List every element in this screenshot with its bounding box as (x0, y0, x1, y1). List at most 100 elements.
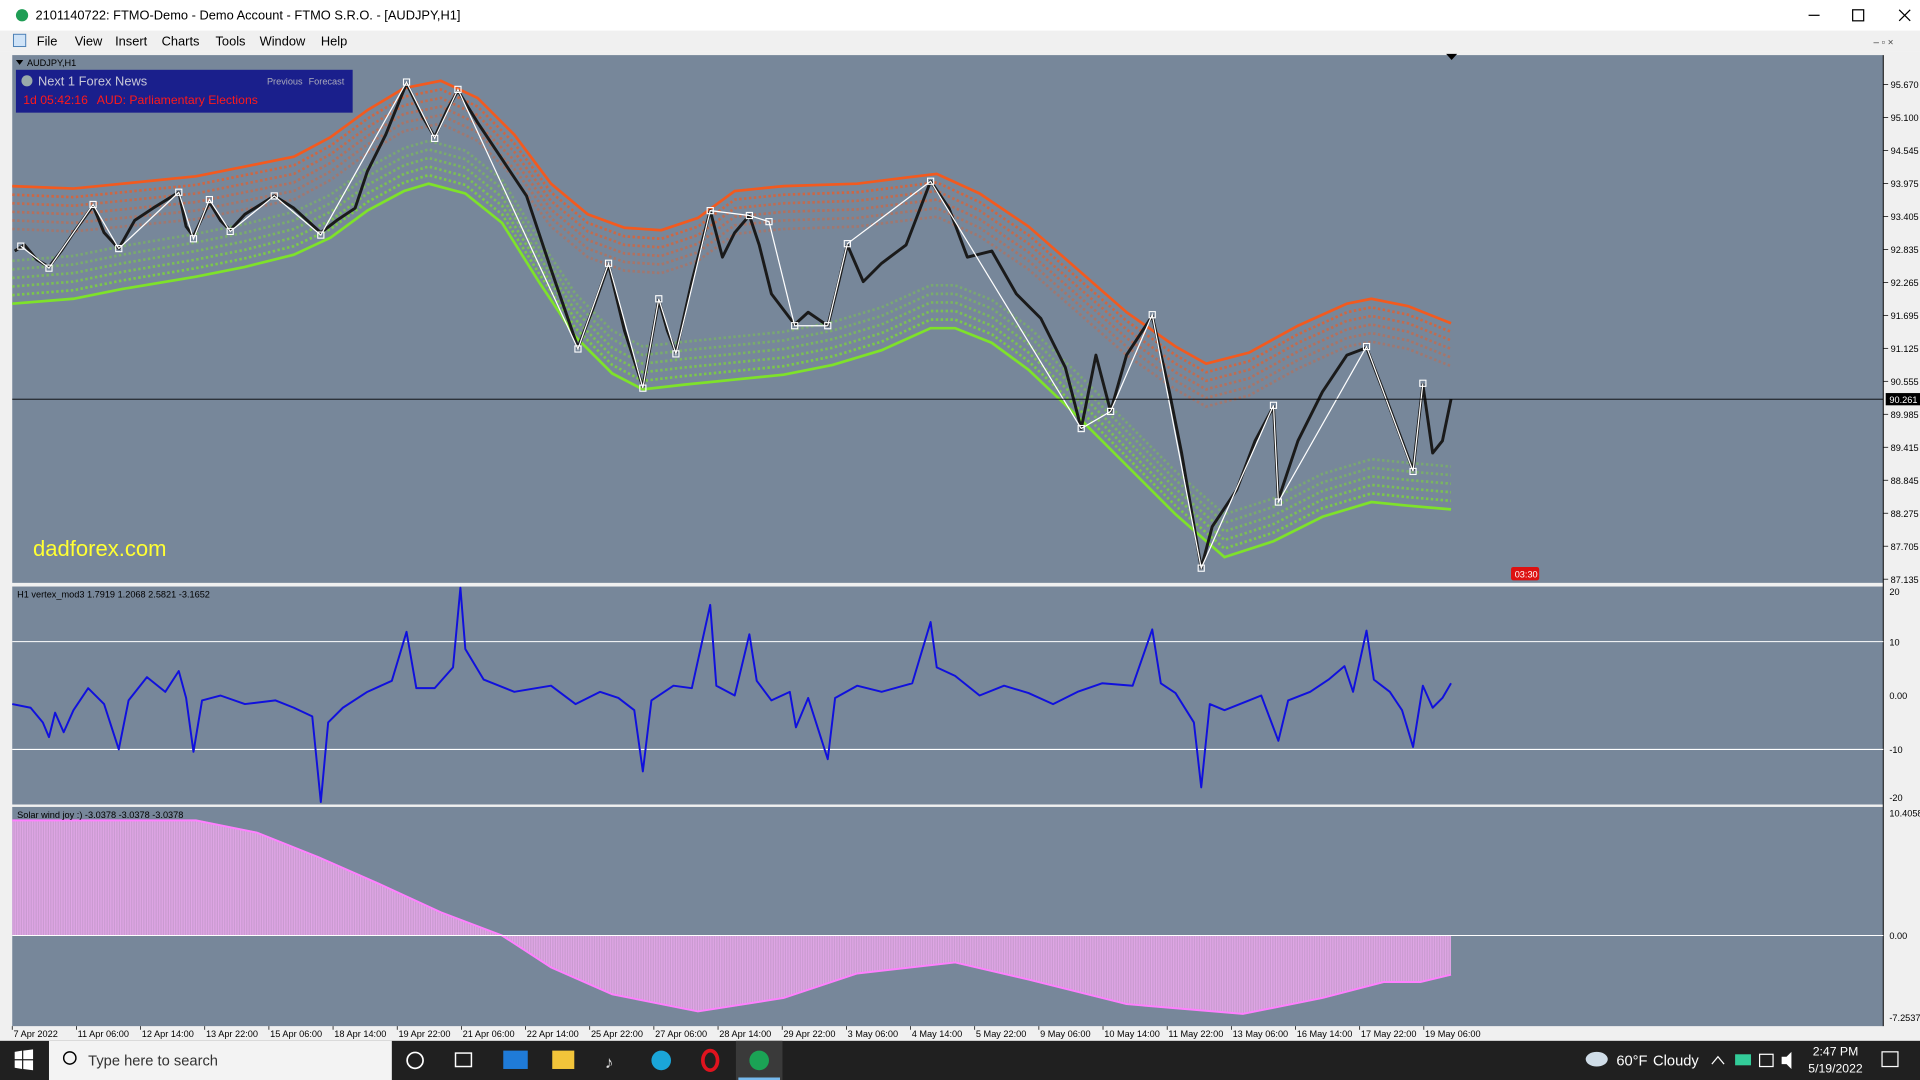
date-label: 4 May 14:00 (912, 1029, 962, 1039)
indicator-tick-label: 0.00 (1889, 931, 1907, 941)
date-label: 27 Apr 06:00 (655, 1029, 707, 1039)
volume-icon[interactable] (1781, 1051, 1792, 1069)
music-icon[interactable]: ♪ (605, 1052, 614, 1072)
date-label: 7 Apr 2022 (13, 1029, 57, 1039)
task-view-icon[interactable] (454, 1052, 473, 1068)
zigzag-marker (402, 78, 411, 86)
news-title: Next 1 Forex News (38, 74, 147, 89)
date-label: 25 Apr 22:00 (591, 1029, 643, 1039)
clock-time[interactable]: 2:47 PM (1813, 1045, 1859, 1059)
price-tick-label: 94.545 (1891, 146, 1919, 156)
temperature: 60°F (1616, 1053, 1647, 1069)
zigzag-marker (927, 177, 935, 185)
zigzag-marker (205, 195, 213, 204)
date-label: 21 Apr 06:00 (463, 1029, 515, 1039)
mail-icon[interactable] (503, 1050, 528, 1069)
price-tick-label: 87.135 (1891, 575, 1919, 585)
date-label: 18 Apr 14:00 (334, 1029, 386, 1039)
vertex-line (12, 586, 1452, 804)
menu-item[interactable]: Help (321, 33, 347, 48)
price-tick-label: 93.975 (1891, 179, 1919, 189)
price-axis (1883, 55, 1920, 1027)
date-label: 11 Apr 06:00 (78, 1029, 129, 1039)
zigzag-marker (1107, 407, 1115, 416)
tray-icon[interactable] (1735, 1054, 1752, 1066)
date-label: 19 May 06:00 (1425, 1029, 1481, 1039)
menu-item[interactable]: View (75, 33, 103, 48)
news-panel (15, 69, 353, 113)
date-label: 13 Apr 22:00 (206, 1029, 258, 1039)
zigzag-marker (1274, 498, 1282, 506)
indicator-tick-label: -20 (1889, 793, 1902, 803)
current-price-box (1885, 393, 1920, 406)
maximize-button[interactable] (1852, 9, 1865, 22)
price-tick-label: 88.275 (1891, 509, 1919, 519)
price-tick-label: 92.835 (1891, 245, 1919, 255)
news-column: Forecast (309, 76, 345, 86)
zigzag-markers (17, 78, 1427, 572)
price-tick-label: 88.845 (1891, 476, 1919, 486)
date-label: 9 May 06:00 (1040, 1029, 1090, 1039)
menu-bar (0, 30, 1920, 52)
date-label: 3 May 06:00 (848, 1029, 898, 1039)
explorer-icon[interactable] (552, 1050, 575, 1069)
menu-item[interactable]: Window (260, 33, 306, 48)
zigzag-marker (115, 244, 123, 253)
price-tick-label: 91.695 (1891, 311, 1919, 321)
price-tick-label: 89.415 (1891, 443, 1919, 453)
app-icon (15, 9, 29, 22)
date-label: 29 Apr 22:00 (783, 1029, 835, 1039)
opera-icon[interactable] (701, 1048, 720, 1073)
notification-icon[interactable] (1881, 1051, 1899, 1068)
zigzag-marker (574, 345, 582, 353)
menu-item[interactable]: Insert (115, 33, 148, 48)
zigzag-marker (843, 240, 851, 248)
indicator-tick-label: 0.00 (1889, 691, 1907, 701)
tray-icon[interactable] (1758, 1053, 1774, 1068)
zigzag-marker (1362, 342, 1371, 351)
zigzag-marker (1409, 467, 1417, 476)
price-tick-label: 91.125 (1891, 344, 1919, 354)
axes: 95.670 95.100 94.545 93.975 93.405 92.835 92.2… (11, 80, 1920, 1039)
menu-items: File View Insert Charts Tools Window Help (37, 33, 348, 48)
zigzag-marker (1077, 424, 1085, 433)
cortana-icon[interactable] (406, 1051, 424, 1070)
symbol-label: AUDJPY,H1 (27, 58, 76, 68)
zigzag-marker (17, 242, 25, 250)
bar-timer: 03:30 (1515, 569, 1538, 579)
menu-item[interactable]: Charts (162, 33, 200, 48)
date-label: 15 Apr 06:00 (270, 1029, 322, 1039)
zigzag-marker (189, 235, 198, 243)
weather-icon (1585, 1051, 1608, 1067)
zigzag-marker (45, 264, 53, 272)
zigzag-marker (317, 231, 325, 239)
search-box[interactable] (48, 1040, 392, 1080)
date-label: 13 May 06:00 (1233, 1029, 1289, 1039)
zigzag-marker (1269, 401, 1278, 409)
indicator-tick-label: 10 (1889, 637, 1899, 647)
news-countdown: 1d 05:42:16 (23, 93, 88, 107)
zigzag-marker (89, 200, 97, 209)
price-tick-label: 92.265 (1891, 278, 1919, 288)
date-label: 5 May 22:00 (976, 1029, 1026, 1039)
timer-box (1511, 566, 1540, 581)
date-label: 10 May 14:00 (1104, 1029, 1160, 1039)
zigzag-marker (824, 322, 832, 330)
start-button[interactable] (14, 1049, 34, 1071)
envelope-bands (10, 79, 1453, 559)
price-tick-label: 87.705 (1891, 542, 1919, 552)
indicator-label: Solar wind joy :) -3.0378 -3.0378 -3.037… (17, 810, 183, 820)
menu-item[interactable]: File (37, 33, 58, 48)
date-label: 17 May 22:00 (1361, 1029, 1417, 1039)
date-label: 22 Apr 14:00 (527, 1029, 579, 1039)
zigzag-marker (454, 85, 462, 93)
mdi-controls[interactable]: – ▫ × (1873, 37, 1893, 48)
clock-date[interactable]: 5/19/2022 (1808, 1062, 1863, 1076)
indicator-label: H1 vertex_mod3 1.7919 1.2068 2.5821 -3.1… (17, 590, 210, 600)
lower-band (12, 182, 1452, 559)
tray-expand[interactable] (1711, 1055, 1725, 1065)
close-button[interactable] (1898, 9, 1911, 22)
menu-item[interactable]: Tools (216, 33, 246, 48)
edge-icon[interactable] (651, 1050, 672, 1071)
